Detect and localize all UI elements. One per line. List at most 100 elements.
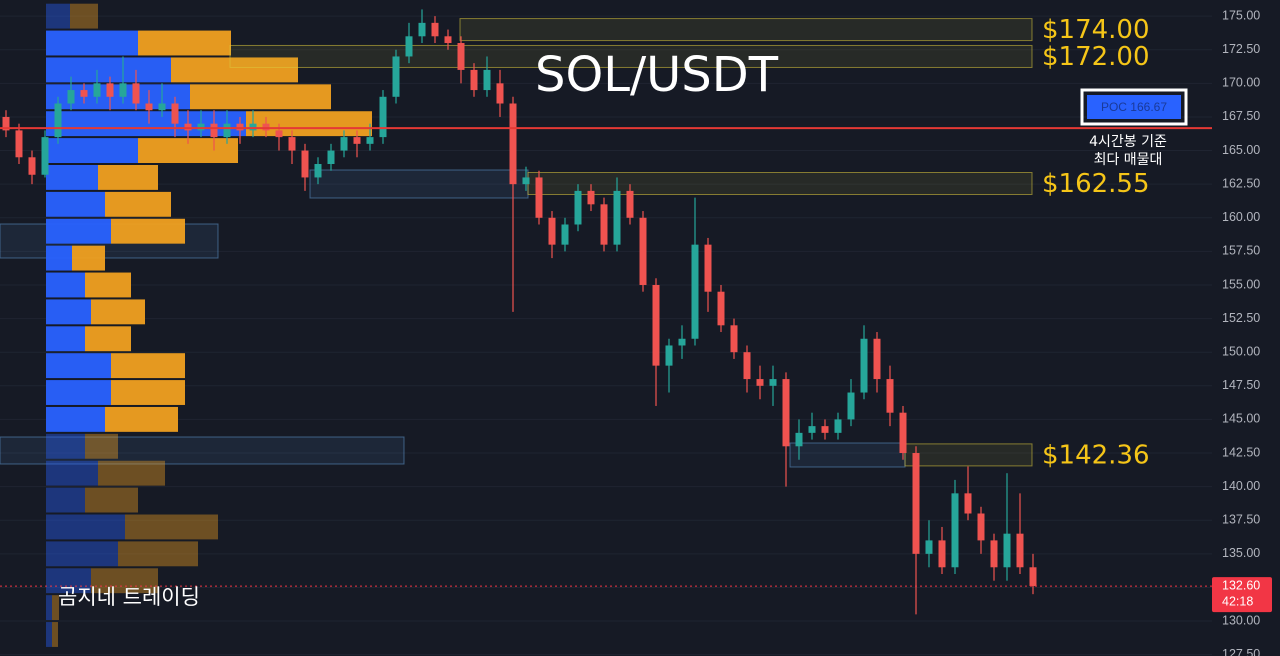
profile-sell-bar xyxy=(138,30,231,56)
profile-buy-bar xyxy=(46,353,111,379)
profile-buy-bar xyxy=(46,514,125,540)
poc-note: 최다 매물대 xyxy=(1094,152,1163,168)
candle-body xyxy=(483,69,491,91)
profile-sell-bar xyxy=(105,406,178,432)
profile-sell-bar xyxy=(52,595,59,621)
chart-title: SOL/USDT xyxy=(535,47,779,103)
y-tick-label: 157.50 xyxy=(1222,244,1260,258)
candle-body xyxy=(613,190,621,245)
candle-body xyxy=(496,83,504,104)
candle-body xyxy=(15,130,23,158)
profile-sell-bar xyxy=(85,487,138,513)
candle-body xyxy=(535,177,543,218)
candle-body xyxy=(860,338,868,393)
candle-body xyxy=(782,379,790,447)
profile-buy-bar xyxy=(46,191,105,217)
profile-sell-bar xyxy=(111,353,185,379)
y-tick-label: 147.50 xyxy=(1222,378,1260,392)
profile-buy-bar xyxy=(46,272,85,298)
countdown: 42:18 xyxy=(1222,594,1253,608)
profile-sell-bar xyxy=(91,568,158,594)
poc-note: 4시간봉 기준 xyxy=(1089,134,1167,150)
candle-body xyxy=(964,493,972,514)
candle-body xyxy=(132,83,140,104)
candle-body xyxy=(41,137,49,175)
candle-body xyxy=(171,103,179,124)
last-price-badge xyxy=(1212,577,1272,613)
candle-body xyxy=(67,90,75,104)
candle-body xyxy=(561,224,569,245)
y-tick-label: 165.00 xyxy=(1222,143,1260,157)
y-tick-label: 167.50 xyxy=(1222,109,1260,123)
y-tick-label: 127.50 xyxy=(1222,647,1260,656)
candle-body xyxy=(912,453,920,554)
candle-body xyxy=(80,90,88,97)
candle-body xyxy=(327,150,335,164)
profile-buy-bar xyxy=(46,57,171,83)
y-tick-label: 155.00 xyxy=(1222,277,1260,291)
candle-body xyxy=(730,325,738,353)
candle-body xyxy=(262,123,270,131)
level-label: $162.55 xyxy=(1042,169,1150,199)
candles xyxy=(2,9,1037,615)
candle-body xyxy=(756,379,764,386)
y-tick-label: 137.50 xyxy=(1222,513,1260,527)
candle-body xyxy=(275,130,283,138)
profile-sell-bar xyxy=(118,541,198,567)
zone-box xyxy=(789,442,906,468)
profile-buy-bar xyxy=(46,299,91,325)
candle-body xyxy=(899,412,907,454)
y-tick-label: 140.00 xyxy=(1222,479,1260,493)
profile-buy-bar xyxy=(46,326,85,352)
candle-body xyxy=(795,432,803,447)
volume-profile xyxy=(46,3,372,647)
profile-sell-bar xyxy=(111,380,185,405)
profile-buy-bar xyxy=(46,460,98,486)
profile-sell-bar xyxy=(52,622,58,647)
candle-body xyxy=(821,426,829,433)
profile-sell-bar xyxy=(85,272,131,298)
candle-body xyxy=(288,137,296,151)
watermark: 곰지네 트레이딩 xyxy=(58,585,200,609)
candle-body xyxy=(405,36,413,57)
level-box xyxy=(229,44,1033,68)
candle-body xyxy=(301,150,309,178)
y-tick-label: 162.50 xyxy=(1222,176,1260,190)
candle-body xyxy=(938,540,946,568)
candle-body xyxy=(145,103,153,111)
candle-body xyxy=(353,137,361,144)
y-tick-label: 172.50 xyxy=(1222,42,1260,56)
level-label: $142.36 xyxy=(1042,440,1150,470)
profile-buy-bar xyxy=(46,245,72,271)
poc-label: POC 166.67 xyxy=(1101,100,1167,114)
candle-body xyxy=(743,352,751,380)
candle-body xyxy=(977,513,985,541)
y-tick-label: 135.00 xyxy=(1222,546,1260,560)
candle-body xyxy=(470,69,478,91)
level-box xyxy=(527,171,1033,195)
y-tick-label: 160.00 xyxy=(1222,210,1260,224)
y-tick-label: 152.50 xyxy=(1222,311,1260,325)
profile-buy-bar xyxy=(46,3,70,29)
y-tick-label: 130.00 xyxy=(1222,613,1260,627)
candle-body xyxy=(314,164,322,178)
candle-body xyxy=(587,190,595,205)
candle-body xyxy=(392,56,400,97)
last-price-label: 132.60 xyxy=(1222,578,1260,592)
profile-sell-bar xyxy=(171,57,298,83)
candle-body xyxy=(106,83,114,97)
candle-body xyxy=(210,123,218,138)
candle-body xyxy=(808,426,816,433)
y-tick-label: 150.00 xyxy=(1222,344,1260,358)
candle-body xyxy=(678,338,686,346)
candle-body xyxy=(886,379,894,413)
profile-sell-bar xyxy=(72,245,105,271)
candle-body xyxy=(197,123,205,131)
profile-buy-bar xyxy=(46,406,105,432)
profile-sell-bar xyxy=(91,299,145,325)
candle-body xyxy=(2,116,10,131)
candle-body xyxy=(704,244,712,292)
candle-body xyxy=(1003,533,1011,568)
